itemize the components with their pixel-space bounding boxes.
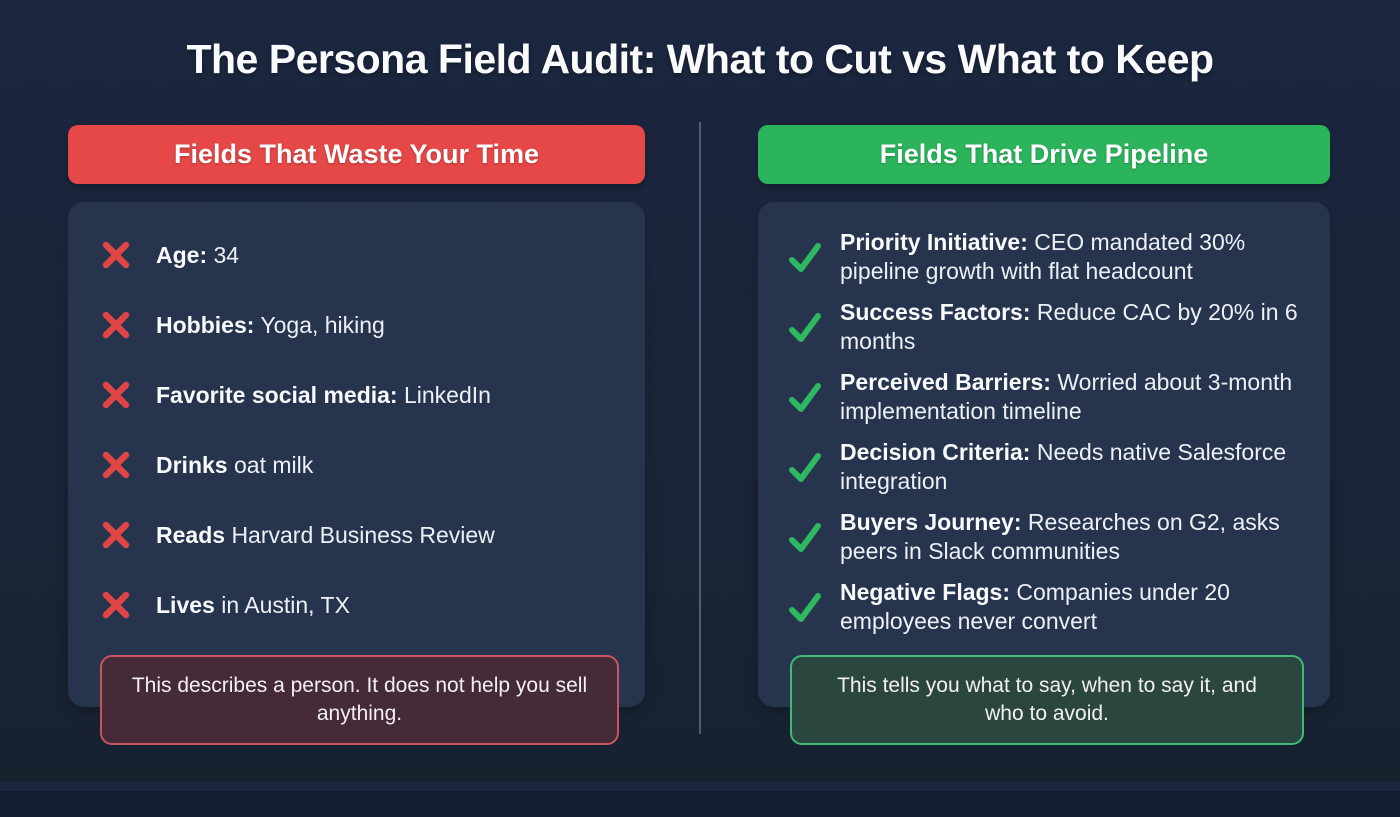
item-text: Perceived Barriers: Worried about 3-mont… — [840, 368, 1308, 426]
cut-column: Fields That Waste Your Time Age: 34 Hobb… — [68, 125, 645, 745]
item-text: Decision Criteria: Needs native Salesfor… — [840, 438, 1308, 496]
item-text: Lives in Austin, TX — [156, 591, 350, 620]
item-label: Lives — [156, 591, 215, 618]
item-value: Needs native Salesforce integration — [840, 439, 1287, 494]
list-item: Hobbies: Yoga, hiking — [100, 307, 621, 343]
list-item: Reads Harvard Business Review — [100, 517, 621, 553]
item-label: Success Factors: — [840, 299, 1031, 325]
item-value: Yoga, hiking — [260, 311, 385, 338]
keep-callout: This tells you what to say, when to say … — [790, 655, 1304, 745]
list-item: Favorite social media: LinkedIn — [100, 377, 621, 413]
item-label: Drinks — [156, 451, 228, 478]
x-icon — [100, 239, 132, 271]
item-label: Buyers Journey: — [840, 509, 1022, 535]
cut-callout: This describes a person. It does not hel… — [100, 655, 619, 745]
item-text: Hobbies: Yoga, hiking — [156, 311, 385, 340]
keep-column: Fields That Drive Pipeline Priority Init… — [758, 125, 1330, 745]
x-icon — [100, 589, 132, 621]
item-value: LinkedIn — [403, 381, 491, 408]
item-value: Worried about 3-month implementation tim… — [840, 369, 1293, 424]
cut-column-header: Fields That Waste Your Time — [68, 125, 645, 184]
list-item: Age: 34 — [100, 237, 621, 273]
x-icon — [100, 309, 132, 341]
list-item: Drinks oat milk — [100, 447, 621, 483]
list-item: Perceived Barriers: Worried about 3-mont… — [786, 368, 1308, 426]
x-icon — [100, 519, 132, 551]
cut-panel: Age: 34 Hobbies: Yoga, hiking Favorite s… — [68, 202, 645, 707]
check-icon — [786, 378, 824, 416]
item-value: Harvard Business Review — [231, 521, 495, 548]
item-label: Negative Flags: — [840, 579, 1010, 605]
list-item: Negative Flags: Companies under 20 emplo… — [786, 578, 1308, 636]
item-text: Favorite social media: LinkedIn — [156, 381, 491, 410]
item-text: Negative Flags: Companies under 20 emplo… — [840, 578, 1308, 636]
list-item: Success Factors: Reduce CAC by 20% in 6 … — [786, 298, 1308, 356]
item-value: CEO mandated 30% pipeline growth with fl… — [840, 229, 1246, 284]
x-icon — [100, 379, 132, 411]
item-text: Buyers Journey: Researches on G2, asks p… — [840, 508, 1308, 566]
item-value: in Austin, TX — [221, 591, 350, 618]
item-value: Companies under 20 employees never conve… — [840, 579, 1230, 634]
item-value: oat milk — [233, 451, 314, 478]
check-icon — [786, 308, 824, 346]
x-icon — [100, 449, 132, 481]
comparison-columns: Fields That Waste Your Time Age: 34 Hobb… — [0, 122, 1400, 745]
item-value: Reduce CAC by 20% in 6 months — [840, 299, 1298, 354]
item-text: Success Factors: Reduce CAC by 20% in 6 … — [840, 298, 1308, 356]
item-text: Priority Initiative: CEO mandated 30% pi… — [840, 228, 1308, 286]
page-title: The Persona Field Audit: What to Cut vs … — [186, 36, 1214, 82]
list-item: Buyers Journey: Researches on G2, asks p… — [786, 508, 1308, 566]
list-item: Lives in Austin, TX — [100, 587, 621, 623]
item-value: 34 — [213, 241, 240, 268]
check-icon — [786, 448, 824, 486]
item-label: Favorite social media: — [156, 381, 398, 408]
item-label: Reads — [156, 521, 226, 548]
item-label: Age: — [156, 241, 208, 268]
list-item: Decision Criteria: Needs native Salesfor… — [786, 438, 1308, 496]
item-text: Reads Harvard Business Review — [156, 521, 495, 550]
column-divider — [699, 122, 701, 734]
item-text: Drinks oat milk — [156, 451, 313, 480]
check-icon — [786, 518, 824, 556]
item-label: Decision Criteria: — [840, 439, 1031, 465]
item-label: Hobbies: — [156, 311, 255, 338]
list-item: Priority Initiative: CEO mandated 30% pi… — [786, 228, 1308, 286]
item-label: Perceived Barriers: — [840, 369, 1051, 395]
check-icon — [786, 238, 824, 276]
keep-column-header: Fields That Drive Pipeline — [758, 125, 1330, 184]
item-value: Researches on G2, asks peers in Slack co… — [840, 509, 1280, 564]
item-label: Priority Initiative: — [840, 229, 1028, 255]
check-icon — [786, 588, 824, 626]
item-text: Age: 34 — [156, 241, 239, 270]
keep-panel: Priority Initiative: CEO mandated 30% pi… — [758, 202, 1330, 707]
